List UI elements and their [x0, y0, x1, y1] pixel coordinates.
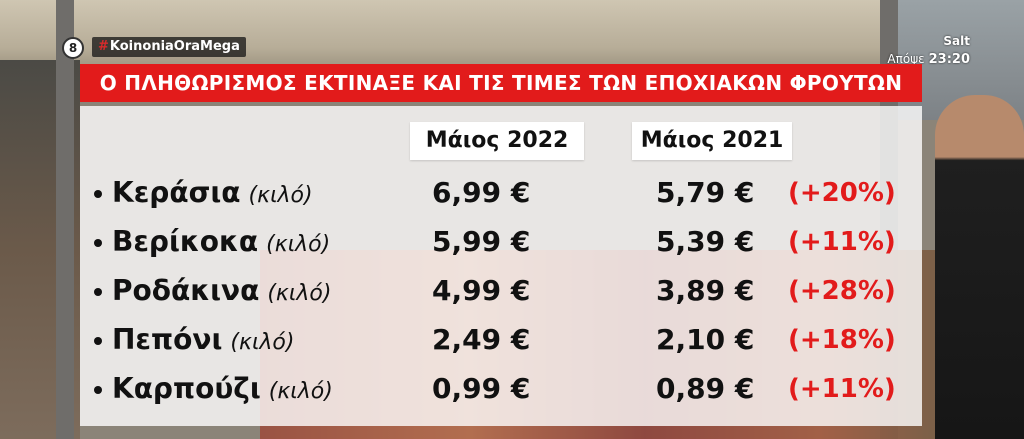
bullet-icon: [94, 239, 102, 247]
price-2021: 5,39 €: [656, 225, 755, 258]
bullet-icon: [94, 386, 102, 394]
time-row: Απόψε 23:20: [887, 52, 970, 67]
price-2022: 5,99 €: [432, 225, 531, 258]
background-person: [935, 95, 1024, 439]
price-change: (+11%): [788, 227, 896, 257]
price-2022: 6,99 €: [432, 176, 531, 209]
time-label: Απόψε: [887, 52, 925, 66]
fruit-name: Βερίκοκα (κιλό): [112, 223, 330, 264]
price-change: (+11%): [788, 374, 896, 404]
bullet-icon: [94, 288, 102, 296]
network-name: Salt: [943, 34, 970, 48]
table-row: Καρπούζι (κιλό) 0,99 € 0,89 € (+11%): [80, 366, 922, 416]
unit-label: (κιλό): [248, 183, 313, 208]
channel-logo: 8: [62, 37, 84, 59]
fruit-label: Πεπόνι: [112, 323, 223, 356]
unit-label: (κιλό): [266, 232, 331, 257]
fruit-label: Κεράσια: [112, 176, 241, 209]
table-row: Πεπόνι (κιλό) 2,49 € 2,10 € (+18%): [80, 317, 922, 367]
price-2022: 2,49 €: [432, 323, 531, 356]
column-header-2022: Μάιος 2022: [410, 122, 584, 160]
fruit-label: Ροδάκινα: [112, 274, 260, 307]
fruit-label: Βερίκοκα: [112, 225, 259, 258]
price-2021: 5,79 €: [656, 176, 755, 209]
fruit-name: Ροδάκινα (κιλό): [112, 272, 331, 313]
unit-label: (κιλό): [268, 379, 333, 404]
fruit-name: Καρπούζι (κιλό): [112, 370, 333, 411]
unit-label: (κιλό): [230, 330, 295, 355]
price-2022: 0,99 €: [432, 372, 531, 405]
price-2021: 3,89 €: [656, 274, 755, 307]
fruit-name: Κεράσια (κιλό): [112, 174, 313, 215]
column-header-2021: Μάιος 2021: [632, 122, 792, 160]
price-change: (+28%): [788, 276, 896, 306]
hashtag-badge: #KoinoniaOraMega: [92, 37, 246, 57]
program-info: Salt Απόψε 23:20: [870, 34, 970, 67]
fruit-label: Καρπούζι: [112, 372, 261, 405]
fruit-name: Πεπόνι (κιλό): [112, 321, 294, 362]
bullet-icon: [94, 190, 102, 198]
hashtag-text: KoinoniaOraMega: [109, 39, 240, 54]
table-row: Βερίκοκα (κιλό) 5,99 € 5,39 € (+11%): [80, 219, 922, 269]
price-change: (+20%): [788, 178, 896, 208]
hashtag-symbol: #: [98, 39, 109, 54]
unit-label: (κιλό): [267, 281, 332, 306]
headline-banner: Ο ΠΛΗΘΩΡΙΣΜΟΣ ΕΚΤΙΝΑΞΕ ΚΑΙ ΤΙΣ ΤΙΜΕΣ ΤΩΝ…: [80, 64, 922, 102]
bullet-icon: [94, 337, 102, 345]
background-pole: [56, 0, 74, 439]
broadcast-time: 23:20: [928, 52, 970, 67]
price-table: Μάιος 2022 Μάιος 2021 Κεράσια (κιλό) 6,99…: [80, 106, 922, 426]
table-row: Ροδάκινα (κιλό) 4,99 € 3,89 € (+28%): [80, 268, 922, 318]
price-2021: 2,10 €: [656, 323, 755, 356]
price-change: (+18%): [788, 325, 896, 355]
price-2021: 0,89 €: [656, 372, 755, 405]
price-2022: 4,99 €: [432, 274, 531, 307]
table-row: Κεράσια (κιλό) 6,99 € 5,79 € (+20%): [80, 170, 922, 220]
